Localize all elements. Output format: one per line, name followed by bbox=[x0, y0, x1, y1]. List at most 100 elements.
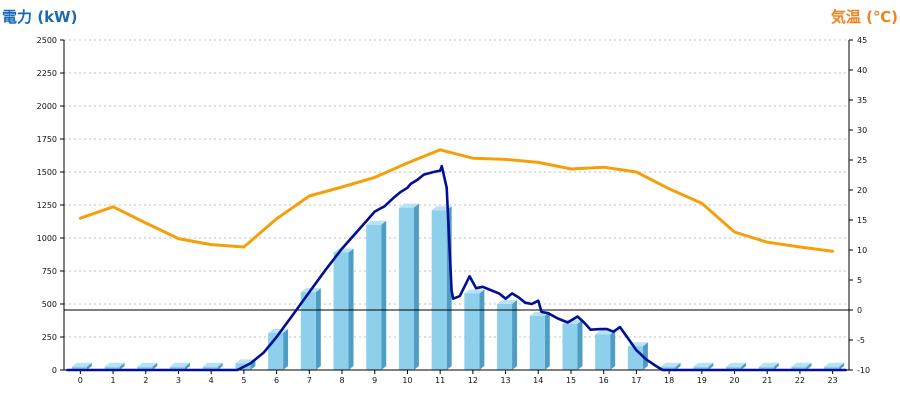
left-tick-label: 1750 bbox=[37, 135, 57, 144]
x-tick-label: 20 bbox=[729, 376, 739, 385]
x-tick-label: 14 bbox=[533, 376, 543, 385]
power-bar-top bbox=[660, 362, 681, 367]
right-tick-label: 35 bbox=[857, 96, 867, 105]
power-bar-top bbox=[824, 362, 845, 367]
power-bar bbox=[333, 248, 354, 370]
power-bar bbox=[791, 362, 812, 370]
left-tick-label: 1500 bbox=[37, 168, 57, 177]
power-bar-top bbox=[202, 362, 223, 367]
x-tick-label: 8 bbox=[339, 376, 344, 385]
power-bar-side bbox=[773, 362, 779, 370]
power-bar bbox=[726, 362, 747, 370]
x-tick-label: 10 bbox=[402, 376, 412, 385]
x-tick-label: 17 bbox=[631, 376, 641, 385]
power-bar-front bbox=[104, 366, 120, 370]
x-tick-label: 16 bbox=[599, 376, 609, 385]
data-lines bbox=[66, 148, 848, 372]
right-tick-label: 20 bbox=[857, 186, 867, 195]
power-bar-top bbox=[791, 362, 812, 367]
power-bar bbox=[169, 362, 190, 370]
left-tick-label: 2250 bbox=[37, 69, 57, 78]
power-bar bbox=[595, 330, 616, 370]
power-bar-side bbox=[381, 220, 387, 370]
left-tick-label: 1000 bbox=[37, 234, 57, 243]
power-bar-side bbox=[119, 362, 125, 370]
power-bar bbox=[137, 362, 158, 370]
power-bar-side bbox=[315, 288, 321, 370]
x-tick-label: 0 bbox=[78, 376, 83, 385]
x-tick-label: 19 bbox=[697, 376, 707, 385]
power-bar-front bbox=[431, 210, 447, 370]
x-tick-label: 13 bbox=[500, 376, 510, 385]
right-tick-label: 0 bbox=[857, 306, 862, 315]
left-tick-label: 750 bbox=[42, 267, 57, 276]
power-bar-side bbox=[675, 362, 681, 370]
x-tick-label: 1 bbox=[111, 376, 116, 385]
right-tick-label: 30 bbox=[857, 126, 867, 135]
x-tick-label: 3 bbox=[176, 376, 181, 385]
right-axis-title: 気温 (℃) bbox=[830, 8, 898, 26]
power-bar-front bbox=[497, 304, 513, 370]
x-tick-label: 2 bbox=[143, 376, 148, 385]
grid bbox=[64, 39, 849, 338]
power-line bbox=[66, 164, 848, 372]
x-tick-label: 4 bbox=[209, 376, 214, 385]
right-tick-label: 45 bbox=[857, 36, 867, 45]
power-bar-side bbox=[610, 330, 616, 370]
power-bar-front bbox=[824, 366, 840, 370]
right-tick-label: 40 bbox=[857, 66, 867, 75]
power-bar-side bbox=[86, 362, 92, 370]
power-bar-top bbox=[497, 300, 518, 304]
power-bar-front bbox=[758, 366, 774, 370]
power-bar-front bbox=[137, 366, 153, 370]
left-tick-label: 2500 bbox=[37, 36, 57, 45]
power-bar bbox=[71, 362, 92, 370]
power-bar-front bbox=[300, 292, 316, 370]
power-bar-top bbox=[464, 289, 485, 294]
power-bar bbox=[824, 362, 845, 370]
power-bar-front bbox=[398, 207, 414, 370]
power-bar bbox=[104, 362, 125, 370]
power-bar-front bbox=[595, 334, 611, 370]
power-bar-front bbox=[366, 224, 382, 370]
power-bar bbox=[202, 362, 223, 370]
power-bar-top bbox=[726, 362, 747, 367]
x-tick-label: 11 bbox=[435, 376, 445, 385]
power-bar-top bbox=[104, 362, 125, 367]
power-bar bbox=[497, 300, 518, 370]
power-bar bbox=[660, 362, 681, 370]
temperature-line bbox=[78, 148, 835, 253]
power-bar-side bbox=[283, 329, 289, 370]
power-bar-side bbox=[413, 203, 419, 370]
power-bar-front bbox=[660, 366, 676, 370]
power-bar bbox=[758, 362, 779, 370]
power-bar-side bbox=[839, 362, 845, 370]
power-bar-side bbox=[152, 362, 158, 370]
right-tick-label: 25 bbox=[857, 156, 867, 165]
left-tick-label: 500 bbox=[42, 300, 57, 309]
x-tick-label: 22 bbox=[795, 376, 805, 385]
left-axis-title: 電力 (kW) bbox=[2, 8, 78, 26]
power-bar-top bbox=[366, 220, 387, 225]
x-tick-label: 15 bbox=[566, 376, 576, 385]
power-bar-front bbox=[562, 323, 578, 370]
left-tick-label: 250 bbox=[42, 333, 57, 342]
x-tick-label: 5 bbox=[241, 376, 246, 385]
right-tick-label: 15 bbox=[857, 216, 867, 225]
power-bar-front bbox=[791, 366, 807, 370]
right-tick-label: -10 bbox=[857, 366, 870, 375]
power-bar-top bbox=[398, 203, 419, 208]
right-tick-label: 5 bbox=[857, 276, 862, 285]
power-bar-side bbox=[642, 342, 648, 370]
power-bar-front bbox=[726, 366, 742, 370]
x-tick-label: 21 bbox=[762, 376, 772, 385]
power-bar bbox=[627, 342, 648, 370]
x-tick-label: 9 bbox=[372, 376, 377, 385]
power-bar-top bbox=[693, 362, 714, 367]
right-tick-label: 10 bbox=[857, 246, 867, 255]
power-bar bbox=[366, 220, 387, 370]
power-bar bbox=[398, 203, 419, 370]
power-bar-side bbox=[217, 362, 223, 370]
power-bar-top bbox=[137, 362, 158, 367]
